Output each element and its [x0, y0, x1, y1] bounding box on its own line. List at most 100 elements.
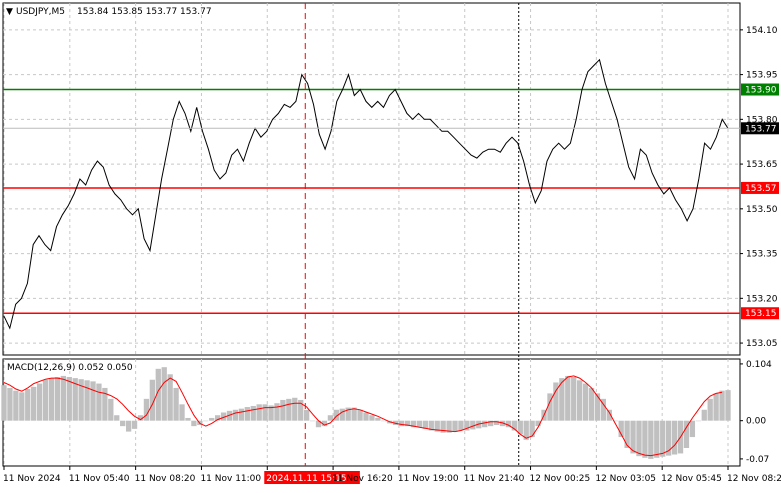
macd-histogram-bar [505, 420, 512, 428]
macd-histogram-bar [262, 404, 268, 421]
price-tick-label: 154.10 [746, 26, 778, 36]
level-price-tag-153.90 [741, 83, 779, 96]
macd-histogram-bar [19, 392, 25, 421]
macd-histogram-bar [220, 412, 227, 421]
macd-histogram-bar [161, 367, 167, 421]
macd-histogram-bar [292, 397, 298, 421]
macd-histogram-bar [440, 420, 446, 433]
time-tick-label: 11 Nov 08:20 [135, 474, 196, 484]
macd-histogram-bar [576, 380, 583, 421]
macd-histogram-bar [594, 393, 601, 421]
macd-histogram-bar [244, 407, 250, 421]
macd-histogram-bar [487, 420, 494, 427]
macd-histogram-bar [571, 377, 577, 421]
price-layer: 153.77 [3, 58, 779, 330]
macd-histogram-bar [7, 387, 13, 421]
macd-layer [1, 367, 731, 459]
price-tick-label: 153.80 [746, 115, 778, 125]
macd-histogram-bar [268, 405, 274, 421]
macd-histogram-bar [547, 393, 553, 421]
macd-histogram-bar [13, 390, 19, 421]
macd-histogram-bar [393, 420, 399, 426]
macd-histogram-bar [434, 420, 440, 432]
macd-histogram-bar [452, 420, 458, 432]
macd-histogram-bar [286, 398, 292, 421]
macd-histogram-bar [404, 420, 411, 427]
macd-histogram-bar [582, 383, 589, 421]
macd-histogram-bar [357, 409, 363, 421]
macd-histogram-bar [84, 380, 90, 421]
macd-histogram-bar [642, 420, 648, 458]
macd-histogram-bar [345, 407, 351, 421]
macd-histogram-bar [25, 389, 31, 421]
macd-signal-line [3, 375, 723, 457]
macd-histogram-bar [203, 420, 209, 422]
macd-histogram-bar [250, 405, 256, 421]
macd-histogram-bar [381, 420, 387, 422]
macd-histogram-bar [155, 368, 161, 421]
macd-histogram-bar [78, 379, 84, 421]
price-tick-label: 153.95 [746, 71, 778, 81]
time-tick-label: 11 Nov 2024 [3, 474, 61, 484]
axis-layer: 154.10153.95153.80153.65153.50153.35153.… [3, 26, 781, 484]
macd-histogram-bar [185, 417, 191, 421]
macd-histogram-bar [529, 420, 535, 438]
time-tick-label: 11 Nov 21:40 [464, 474, 525, 484]
macd-histogram-bar [108, 398, 114, 421]
macd-histogram-bar [600, 398, 607, 421]
macd-histogram-bar [31, 386, 37, 421]
macd-histogram-bar [410, 420, 417, 428]
macd-histogram-bar [707, 398, 713, 421]
macd-histogram-bar [72, 378, 78, 421]
macd-histogram-bar [351, 407, 357, 421]
grid-layer [3, 3, 740, 466]
macd-histogram-bar [559, 378, 565, 421]
macd-histogram-bar [624, 420, 630, 448]
level-price-tag-153.15 [741, 307, 779, 320]
macd-histogram-bar [446, 420, 452, 433]
macd-histogram-bar [375, 417, 381, 421]
macd-histogram-bar [327, 415, 334, 421]
macd-histogram-bar [588, 387, 595, 421]
price-tick-label: 153.65 [746, 160, 778, 170]
macd-histogram-bar [565, 375, 571, 421]
level-price-label-153.57: 153.57 [745, 184, 777, 194]
current-price-label: 153.77 [745, 124, 777, 134]
macd-histogram-bar [137, 415, 144, 421]
macd-tick-label: 0.104 [746, 360, 772, 370]
price-line [3, 58, 729, 330]
macd-histogram-bar [535, 420, 541, 427]
macd-histogram-bar [630, 420, 636, 454]
time-tick-label: 11 Nov 05:40 [69, 474, 130, 484]
macd-histogram-bar [256, 404, 262, 421]
macd-histogram-bar [131, 420, 138, 429]
macd-histogram-bar [606, 409, 612, 421]
macd-histogram-bar [553, 382, 559, 421]
macd-histogram-bar [725, 390, 731, 421]
time-tick-label: 12 Nov 05:45 [661, 474, 722, 484]
macd-histogram-bar [232, 409, 239, 421]
macd-histogram-bar [120, 420, 126, 427]
macd-histogram-bar [636, 420, 642, 457]
macd-histogram-bar [648, 420, 654, 459]
macd-tick-label: -0.07 [746, 455, 769, 465]
time-tick-label: 11 Nov 19:00 [398, 474, 459, 484]
macd-histogram-bar [191, 420, 197, 427]
macd-histogram-bar [214, 415, 221, 421]
macd-histogram-bar [695, 420, 701, 422]
highlighted-time-box [264, 471, 360, 484]
macd-histogram-bar [309, 420, 316, 422]
level-price-tag-153.57 [741, 181, 779, 194]
macd-histogram-bar [713, 393, 719, 421]
macd-histogram-bar [280, 399, 286, 421]
macd-histogram-bar [493, 420, 500, 426]
macd-histogram-bar [470, 420, 476, 430]
macd-histogram-bar [238, 408, 245, 421]
time-tick-label: 11 Nov 11:00 [200, 474, 261, 484]
macd-histogram-bar [458, 420, 464, 431]
macd-histogram-bar [36, 383, 43, 421]
macd-histogram-bar [416, 420, 423, 428]
macd-histogram-bar [102, 387, 108, 421]
